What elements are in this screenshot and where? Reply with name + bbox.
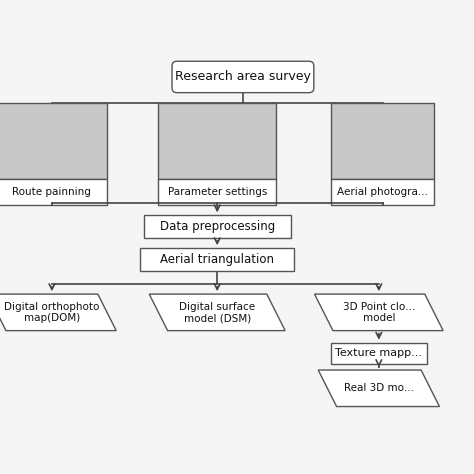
Text: Aerial photogra...: Aerial photogra... [337,187,428,197]
Bar [158,179,276,205]
Text: Real 3D mo...: Real 3D mo... [344,383,414,393]
Bar [140,248,294,271]
Bar [158,102,276,179]
Text: Data preprocessing: Data preprocessing [160,220,275,233]
Bar [0,179,107,205]
Text: Research area survey: Research area survey [175,71,311,83]
Text: 3D Point clo...
model: 3D Point clo... model [343,301,415,323]
Bar [0,102,107,179]
Text: Parameter settings: Parameter settings [167,187,267,197]
Text: Aerial triangulation: Aerial triangulation [160,253,274,266]
Polygon shape [0,294,116,331]
Polygon shape [318,370,439,407]
Bar [331,343,427,364]
Bar [144,215,291,238]
Text: Digital surface
model (DSM): Digital surface model (DSM) [179,301,255,323]
Polygon shape [149,294,285,331]
Bar [331,179,434,205]
Text: Texture mapp...: Texture mapp... [335,348,422,358]
FancyBboxPatch shape [172,61,314,92]
Bar [331,102,434,179]
Polygon shape [315,294,443,331]
Text: Route painning: Route painning [12,187,91,197]
Text: Digital orthophoto
map(DOM): Digital orthophoto map(DOM) [4,301,100,323]
